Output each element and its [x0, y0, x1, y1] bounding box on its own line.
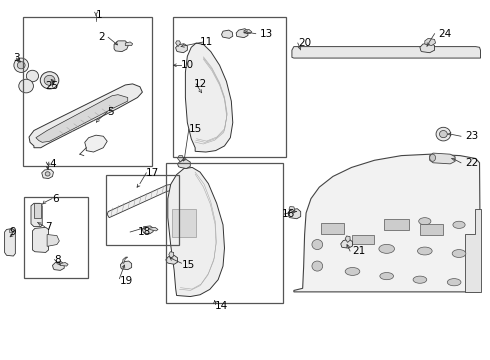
Text: 21: 21 — [352, 246, 366, 256]
Polygon shape — [42, 169, 53, 179]
Polygon shape — [36, 95, 128, 142]
Text: 3: 3 — [13, 53, 20, 63]
Ellipse shape — [14, 58, 28, 72]
Text: 14: 14 — [215, 301, 228, 311]
Polygon shape — [166, 255, 177, 264]
Ellipse shape — [436, 127, 451, 141]
Ellipse shape — [417, 247, 432, 255]
Polygon shape — [185, 43, 233, 152]
Text: 13: 13 — [260, 29, 273, 39]
Text: 22: 22 — [465, 158, 478, 168]
Polygon shape — [34, 203, 41, 218]
Text: 24: 24 — [438, 29, 451, 39]
Bar — [106, 175, 179, 244]
Text: 8: 8 — [54, 255, 61, 265]
Polygon shape — [168, 167, 224, 297]
Polygon shape — [52, 262, 64, 270]
Ellipse shape — [440, 131, 447, 138]
Ellipse shape — [418, 218, 431, 225]
Bar — [172, 17, 286, 157]
Polygon shape — [123, 257, 128, 263]
Ellipse shape — [447, 279, 461, 286]
Ellipse shape — [413, 276, 427, 283]
Ellipse shape — [345, 267, 360, 275]
Text: 16: 16 — [282, 209, 295, 219]
Ellipse shape — [379, 244, 394, 253]
Polygon shape — [169, 252, 173, 258]
Text: 23: 23 — [465, 131, 478, 141]
Polygon shape — [341, 239, 352, 248]
Bar — [23, 17, 152, 166]
Polygon shape — [221, 30, 233, 39]
Text: 4: 4 — [49, 159, 56, 169]
Polygon shape — [143, 226, 153, 234]
Text: 2: 2 — [98, 32, 105, 42]
Ellipse shape — [452, 249, 466, 257]
Bar — [352, 235, 374, 244]
Bar — [384, 220, 409, 230]
Text: 11: 11 — [200, 37, 213, 47]
Ellipse shape — [380, 273, 393, 280]
Polygon shape — [4, 228, 15, 256]
Polygon shape — [29, 84, 143, 148]
Ellipse shape — [45, 172, 50, 176]
Text: 12: 12 — [194, 79, 207, 89]
Text: 5: 5 — [107, 107, 114, 117]
Ellipse shape — [44, 75, 55, 85]
Polygon shape — [236, 29, 248, 38]
Ellipse shape — [17, 62, 25, 69]
Polygon shape — [430, 153, 455, 164]
Ellipse shape — [453, 221, 465, 228]
Text: 17: 17 — [147, 168, 160, 178]
Ellipse shape — [40, 72, 59, 89]
Text: 15: 15 — [189, 124, 202, 134]
Bar — [166, 163, 283, 303]
Polygon shape — [288, 209, 301, 219]
Polygon shape — [60, 262, 68, 266]
Polygon shape — [420, 43, 435, 53]
Polygon shape — [107, 184, 175, 218]
Text: 9: 9 — [9, 227, 16, 237]
Ellipse shape — [312, 239, 323, 249]
Ellipse shape — [312, 261, 323, 271]
Polygon shape — [121, 261, 132, 270]
Text: 7: 7 — [45, 222, 51, 231]
Polygon shape — [175, 44, 187, 53]
Ellipse shape — [26, 70, 39, 82]
Text: 1: 1 — [96, 10, 102, 20]
Text: 10: 10 — [180, 60, 194, 70]
Text: 18: 18 — [138, 227, 151, 237]
Text: 6: 6 — [52, 194, 59, 204]
Ellipse shape — [19, 79, 33, 93]
Polygon shape — [294, 154, 481, 292]
Polygon shape — [31, 203, 42, 226]
Polygon shape — [85, 135, 107, 152]
Polygon shape — [177, 159, 190, 168]
Polygon shape — [47, 234, 59, 246]
Polygon shape — [292, 46, 481, 58]
Polygon shape — [175, 41, 180, 46]
Polygon shape — [177, 156, 183, 162]
Text: 25: 25 — [46, 81, 59, 91]
Bar — [420, 225, 443, 234]
Polygon shape — [425, 39, 436, 45]
Polygon shape — [150, 227, 158, 231]
Polygon shape — [114, 41, 129, 51]
Bar — [24, 197, 88, 278]
Polygon shape — [9, 229, 13, 232]
Ellipse shape — [430, 154, 436, 161]
Text: 20: 20 — [298, 38, 311, 48]
Bar — [321, 223, 344, 234]
Polygon shape — [345, 236, 350, 242]
Text: 15: 15 — [181, 260, 195, 270]
Polygon shape — [465, 209, 481, 292]
Text: 19: 19 — [120, 276, 133, 286]
Polygon shape — [244, 30, 252, 34]
Polygon shape — [172, 210, 196, 237]
Polygon shape — [125, 42, 133, 45]
Polygon shape — [32, 227, 49, 252]
Polygon shape — [289, 207, 295, 212]
